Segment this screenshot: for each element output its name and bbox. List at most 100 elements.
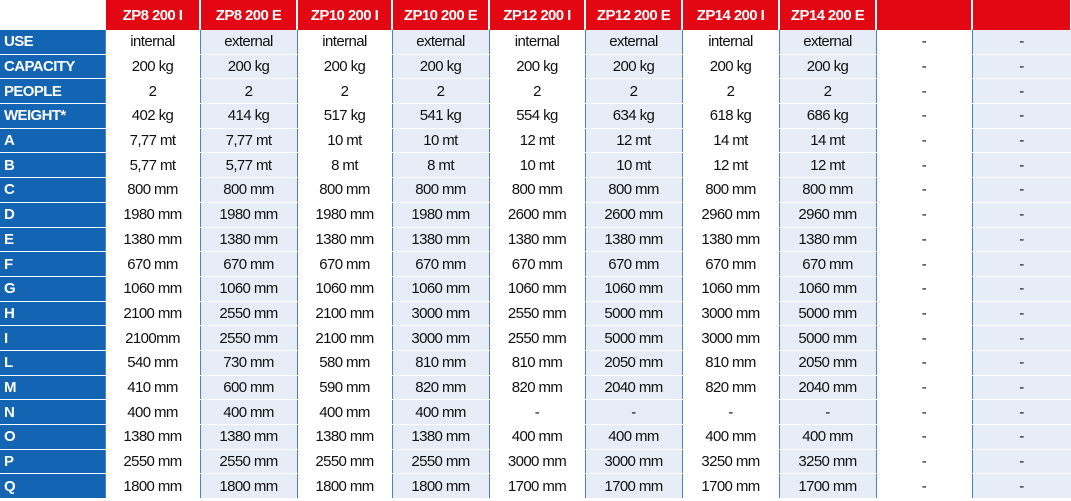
cell: 200 kg bbox=[392, 54, 490, 80]
cell: 1060 mm bbox=[105, 276, 201, 302]
cell: 2040 mm bbox=[779, 375, 877, 401]
cell: 1800 mm bbox=[297, 473, 393, 500]
cell: 8 mt bbox=[392, 152, 490, 179]
cell: 2 bbox=[105, 78, 201, 105]
cell: 1060 mm bbox=[779, 276, 877, 302]
table-row: L 540 mm 730 mm 580 mm 810 mm 810 mm 2050 mm 81… bbox=[0, 350, 1071, 376]
cell: 1380 mm bbox=[105, 227, 201, 253]
cell: 2550 mm bbox=[200, 325, 298, 351]
cell: 10 mt bbox=[297, 128, 393, 154]
cell: 1380 mm bbox=[200, 424, 298, 450]
row-label: B bbox=[0, 152, 106, 179]
cell: 200 kg bbox=[585, 54, 683, 80]
cell: 1980 mm bbox=[297, 202, 393, 228]
cell: 730 mm bbox=[200, 350, 298, 376]
cell: 1060 mm bbox=[200, 276, 298, 302]
cell: 402 kg bbox=[105, 103, 201, 129]
cell: 5,77 mt bbox=[105, 152, 201, 179]
cell: 400 mm bbox=[392, 399, 490, 425]
cell: 800 mm bbox=[392, 177, 490, 203]
cell: 14 mt bbox=[779, 128, 877, 154]
row-label: O bbox=[0, 424, 106, 450]
cell: 5,77 mt bbox=[200, 152, 298, 179]
cell: - bbox=[972, 350, 1071, 376]
table-row: Q 1800 mm 1800 mm 1800 mm 1800 mm 1700 mm 1700… bbox=[0, 473, 1071, 500]
cell: - bbox=[972, 177, 1071, 203]
cell: 200 kg bbox=[297, 54, 393, 80]
cell: 810 mm bbox=[682, 350, 780, 376]
cell: 1700 mm bbox=[682, 473, 780, 500]
cell: 670 mm bbox=[489, 251, 586, 277]
cell: 1980 mm bbox=[105, 202, 201, 228]
cell: 670 mm bbox=[585, 251, 683, 277]
cell: 3000 mm bbox=[682, 325, 780, 351]
cell: - bbox=[972, 30, 1071, 55]
table-body: USE internal external internal external inter… bbox=[0, 30, 1071, 500]
column-header: ZP8 200 E bbox=[200, 0, 298, 30]
table-row: M 410 mm 600 mm 590 mm 820 mm 820 mm 2040 mm 82… bbox=[0, 375, 1071, 401]
cell: 2550 mm bbox=[200, 301, 298, 327]
cell: internal bbox=[489, 30, 586, 55]
cell: 7,77 mt bbox=[200, 128, 298, 154]
cell: 400 mm bbox=[105, 399, 201, 425]
row-label: I bbox=[0, 325, 106, 351]
cell: 3000 mm bbox=[392, 301, 490, 327]
cell: - bbox=[876, 276, 973, 302]
cell: 2 bbox=[682, 78, 780, 105]
cell: - bbox=[972, 473, 1071, 500]
cell: 2550 mm bbox=[392, 449, 490, 475]
cell: 400 mm bbox=[682, 424, 780, 450]
cell: 686 kg bbox=[779, 103, 877, 129]
row-label: N bbox=[0, 399, 106, 425]
cell: 5000 mm bbox=[779, 325, 877, 351]
column-header-blank bbox=[972, 0, 1071, 30]
cell: 800 mm bbox=[105, 177, 201, 203]
cell: 12 mt bbox=[682, 152, 780, 179]
cell: 10 mt bbox=[585, 152, 683, 179]
cell: - bbox=[972, 399, 1071, 425]
table-row: CAPACITY 200 kg 200 kg 200 kg 200 kg 200 kg 20… bbox=[0, 54, 1071, 80]
column-header: ZP14 200 E bbox=[779, 0, 877, 30]
cell: 600 mm bbox=[200, 375, 298, 401]
cell: 3250 mm bbox=[682, 449, 780, 475]
row-label: USE bbox=[0, 30, 106, 55]
table-row: A 7,77 mt 7,77 mt 10 mt 10 mt 12 mt 12 mt 14 mt… bbox=[0, 128, 1071, 154]
cell: 810 mm bbox=[489, 350, 586, 376]
cell: 200 kg bbox=[105, 54, 201, 80]
cell: 2100 mm bbox=[105, 301, 201, 327]
cell: 2600 mm bbox=[489, 202, 586, 228]
cell: internal bbox=[682, 30, 780, 55]
cell: 1800 mm bbox=[200, 473, 298, 500]
cell: - bbox=[972, 375, 1071, 401]
cell: 670 mm bbox=[682, 251, 780, 277]
cell: - bbox=[972, 251, 1071, 277]
cell: 10 mt bbox=[489, 152, 586, 179]
cell: 2 bbox=[585, 78, 683, 105]
cell: 517 kg bbox=[297, 103, 393, 129]
cell: 2960 mm bbox=[682, 202, 780, 228]
cell: - bbox=[972, 449, 1071, 475]
cell: 1980 mm bbox=[200, 202, 298, 228]
table-row: WEIGHT* 402 kg 414 kg 517 kg 541 kg 554 kg 634… bbox=[0, 103, 1071, 129]
cell: internal bbox=[297, 30, 393, 55]
cell: 1800 mm bbox=[392, 473, 490, 500]
row-label: E bbox=[0, 227, 106, 253]
row-label: M bbox=[0, 375, 106, 401]
cell: - bbox=[876, 449, 973, 475]
cell: 540 mm bbox=[105, 350, 201, 376]
cell: 1700 mm bbox=[779, 473, 877, 500]
cell: 820 mm bbox=[489, 375, 586, 401]
cell: - bbox=[876, 103, 973, 129]
cell: 200 kg bbox=[682, 54, 780, 80]
cell: 1380 mm bbox=[779, 227, 877, 253]
cell: 1980 mm bbox=[392, 202, 490, 228]
cell: 2 bbox=[297, 78, 393, 105]
cell: 2550 mm bbox=[297, 449, 393, 475]
cell: - bbox=[876, 177, 973, 203]
cell: 1380 mm bbox=[585, 227, 683, 253]
cell: - bbox=[585, 399, 683, 425]
cell: 410 mm bbox=[105, 375, 201, 401]
cell: 2 bbox=[779, 78, 877, 105]
cell: 2100mm bbox=[105, 325, 201, 351]
